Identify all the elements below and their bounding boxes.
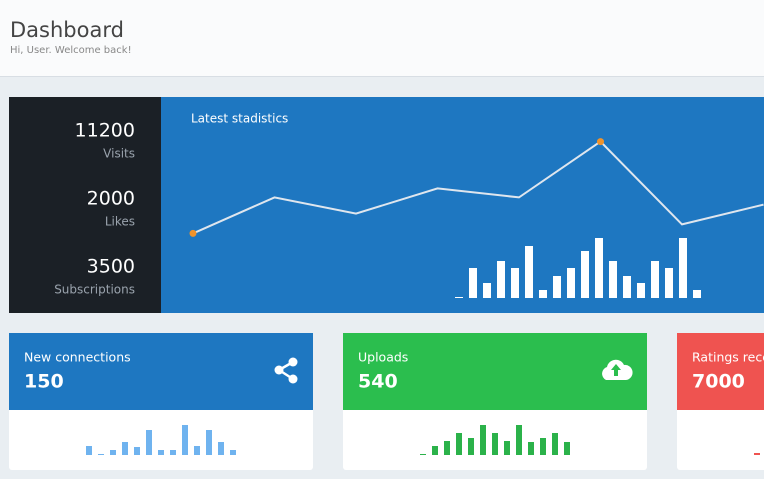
page-title: Dashboard — [10, 18, 124, 42]
bar — [540, 438, 546, 455]
bar — [468, 438, 474, 455]
bar — [679, 238, 687, 298]
bar — [122, 442, 128, 455]
card-value: 150 — [24, 371, 64, 393]
bar — [158, 450, 164, 455]
bar — [98, 454, 104, 455]
bar — [146, 430, 152, 455]
bar — [564, 442, 570, 455]
stat-label: Subscriptions — [54, 283, 135, 297]
bar — [539, 290, 547, 298]
page-subtitle: Hi, User. Welcome back! — [10, 45, 132, 56]
bar — [194, 446, 200, 455]
bar — [754, 453, 760, 455]
bar — [492, 433, 498, 455]
bar — [511, 268, 519, 298]
bar — [182, 425, 188, 455]
bar — [595, 238, 603, 298]
bar — [420, 454, 426, 455]
header-bar — [0, 0, 764, 76]
bar — [497, 261, 505, 298]
card-title: Uploads — [358, 350, 408, 365]
bar — [693, 290, 701, 298]
bar — [567, 268, 575, 298]
bar — [432, 446, 438, 455]
bar — [218, 442, 224, 455]
card-header — [9, 333, 313, 410]
bar — [516, 425, 522, 455]
stat-label: Likes — [105, 215, 135, 229]
bar — [528, 442, 534, 455]
stat-label: Visits — [103, 147, 135, 161]
bar — [525, 246, 533, 298]
stat-value: 3500 — [87, 256, 135, 278]
bar — [86, 446, 92, 455]
chart-title: Latest stadistics — [191, 112, 288, 126]
card-header — [677, 333, 764, 410]
bar — [134, 447, 140, 455]
card-header — [343, 333, 647, 410]
bar — [504, 441, 510, 455]
bar — [637, 283, 645, 298]
bar — [581, 251, 589, 298]
highlight-point — [189, 229, 197, 237]
highlight-point — [597, 138, 604, 146]
bar — [444, 441, 450, 455]
bar — [230, 450, 236, 455]
stat-value: 2000 — [87, 188, 135, 210]
bar — [483, 283, 491, 298]
line — [192, 140, 764, 235]
bar — [553, 276, 561, 298]
bar — [609, 261, 617, 298]
bar — [552, 433, 558, 455]
bar — [455, 297, 463, 298]
bar — [456, 433, 462, 455]
card-value: 7000 — [692, 371, 745, 393]
bar — [206, 430, 212, 455]
share-icon — [274, 357, 298, 384]
bar — [665, 268, 673, 298]
stats-panel — [9, 97, 161, 313]
card-value: 540 — [358, 371, 398, 393]
upload-icon — [602, 359, 633, 380]
bar — [623, 276, 631, 298]
chart-panel — [161, 97, 764, 313]
stat-value: 11200 — [75, 120, 135, 142]
bar — [110, 450, 116, 455]
bar — [480, 425, 486, 455]
card-title: Ratings received — [692, 350, 764, 365]
bar — [651, 261, 659, 298]
bar — [170, 450, 176, 455]
bar — [469, 268, 477, 298]
card-title: New connections — [24, 350, 131, 365]
